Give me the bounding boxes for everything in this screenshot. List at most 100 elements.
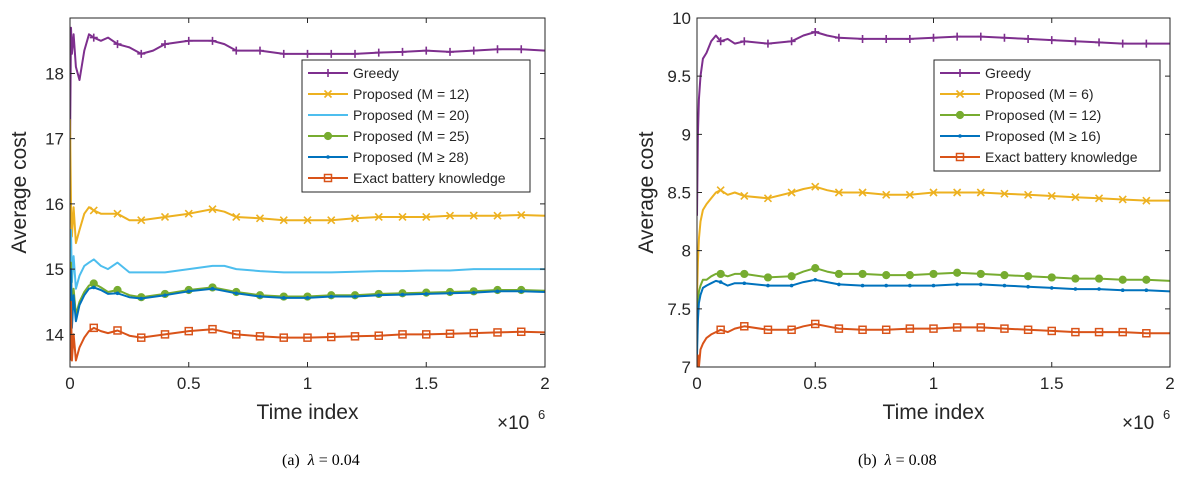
series-marker-a-5-5 [208,324,217,334]
series-marker-b-0-17 [1118,39,1127,48]
series-marker-a-5-15 [445,329,455,338]
legend-label-a-2: Proposed (M = 20) [353,107,469,123]
series-marker-b-2-5 [834,269,844,279]
series-marker-b-4-10 [952,323,962,332]
series-marker-b-3-1 [742,281,747,286]
series-marker-a-0-14 [422,46,431,55]
series-marker-a-4-8 [281,296,286,300]
series-marker-a-1-18 [517,210,526,220]
legend-box-a [301,59,531,193]
y-axis-label-a: Average cost [8,131,31,253]
series-marker-b-0-12 [1000,33,1009,42]
y-tick-label-b-6: 10 [672,9,691,28]
plot-area-a [70,26,545,362]
series-marker-b-2-17 [1118,275,1127,284]
series-marker-a-5-8 [279,333,288,342]
x-multiplier-exp-a: 6 [538,407,545,422]
series-marker-b-4-2 [763,325,773,335]
series-marker-b-4-15 [1071,327,1080,337]
series-marker-b-4-11 [976,323,986,332]
series-marker-b-0-9 [929,33,938,42]
caption-a: (a) λ = 0.04 [282,452,360,470]
series-marker-a-1-4 [184,209,193,218]
x-tick-label-b-4: 2 [1165,374,1174,393]
series-marker-b-2-3 [787,272,796,281]
series-marker-b-4-13 [1023,325,1033,335]
series-marker-a-0-5 [208,36,217,45]
series-marker-b-0-16 [1095,38,1104,47]
legend-label-b-2: Proposed (M = 12) [985,107,1101,123]
series-marker-a-4-11 [353,294,357,299]
series-marker-a-5-6 [232,330,241,339]
series-marker-a-0-10 [327,49,336,58]
series-marker-b-4-4 [811,319,820,329]
series-marker-b-4-14 [1047,326,1056,336]
series-marker-a-0-16 [469,46,478,55]
series-marker-b-3-11 [979,282,983,287]
series-marker-b-3-8 [908,283,912,288]
series-marker-a-5-4 [184,326,193,336]
y-tick-label-a-2: 16 [45,195,64,214]
series-marker-b-1-13 [1024,190,1033,199]
x-tick-label-b-3: 1.5 [1040,374,1064,393]
series-marker-b-0-0 [716,37,725,46]
series-marker-b-1-6 [858,188,867,197]
series-marker-b-0-14 [1047,36,1056,45]
series-marker-a-4-7 [258,294,262,299]
series-marker-b-3-7 [884,283,888,288]
series-marker-b-3-3 [789,283,794,288]
caption-a-label: (a) [282,452,300,469]
series-marker-a-5-0 [89,323,98,333]
legend-marker-b-2 [955,110,965,120]
series-marker-b-1-10 [953,188,962,197]
legend-marker-a-1 [323,89,333,99]
series-marker-b-3-0 [718,280,723,284]
legend-label-a-0: Greedy [353,65,399,81]
series-marker-a-5-16 [469,328,478,338]
legend-marker-a-5 [323,173,333,183]
series-marker-b-4-18 [1142,329,1151,338]
series-marker-a-4-1 [115,291,120,296]
series-line-b-1 [697,185,1170,298]
series-marker-b-1-17 [1118,195,1127,204]
series-marker-b-0-18 [1142,39,1151,48]
legend-marker-b-3 [958,134,962,138]
series-marker-b-4-12 [1000,324,1009,333]
series-marker-a-1-5 [208,205,217,214]
series-marker-a-0-17 [493,45,502,54]
series-marker-a-4-14 [424,292,429,296]
y-tick-label-b-2: 8 [682,242,691,261]
series-marker-b-2-4 [811,264,820,273]
series-marker-b-2-14 [1047,273,1056,282]
series-marker-a-4-3 [163,293,167,298]
series-marker-b-0-15 [1071,37,1080,46]
chart-b: 0 0.5 1 1.5 2 7 7.5 8 8.5 9 9.5 10 Time index Average… [635,9,1175,434]
series-marker-b-3-17 [1120,288,1125,293]
legend-a: Greedy Proposed (M = 12) Proposed (M = 20)… [301,59,531,193]
series-marker-a-0-6 [232,46,241,55]
x-multiplier-b: ×10 [1122,413,1154,434]
series-marker-b-4-1 [740,322,749,331]
series-marker-a-0-15 [446,47,454,56]
series-marker-b-3-12 [1002,283,1007,288]
plot-area-b [697,27,1170,367]
series-marker-a-5-10 [327,332,336,342]
series-marker-a-4-4 [186,289,191,294]
y-tick-label-a-1: 15 [45,260,64,279]
series-marker-a-4-0 [91,285,96,290]
series-marker-b-0-4 [811,27,820,36]
series-marker-b-1-18 [1142,196,1151,205]
series-marker-b-0-10 [953,32,962,41]
legend-marker-b-0 [956,69,964,77]
series-marker-b-4-9 [929,324,938,333]
x-tick-label-a-3: 1.5 [414,374,438,393]
series-marker-b-2-15 [1071,274,1080,283]
series-marker-b-3-5 [837,282,841,287]
legend-marker-b-1 [955,89,965,99]
series-marker-b-0-1 [740,37,749,46]
series-marker-b-2-7 [882,270,891,280]
legend-label-a-5: Exact battery knowledge [353,170,506,186]
series-marker-a-1-3 [160,212,170,222]
series-marker-a-0-13 [398,47,407,56]
